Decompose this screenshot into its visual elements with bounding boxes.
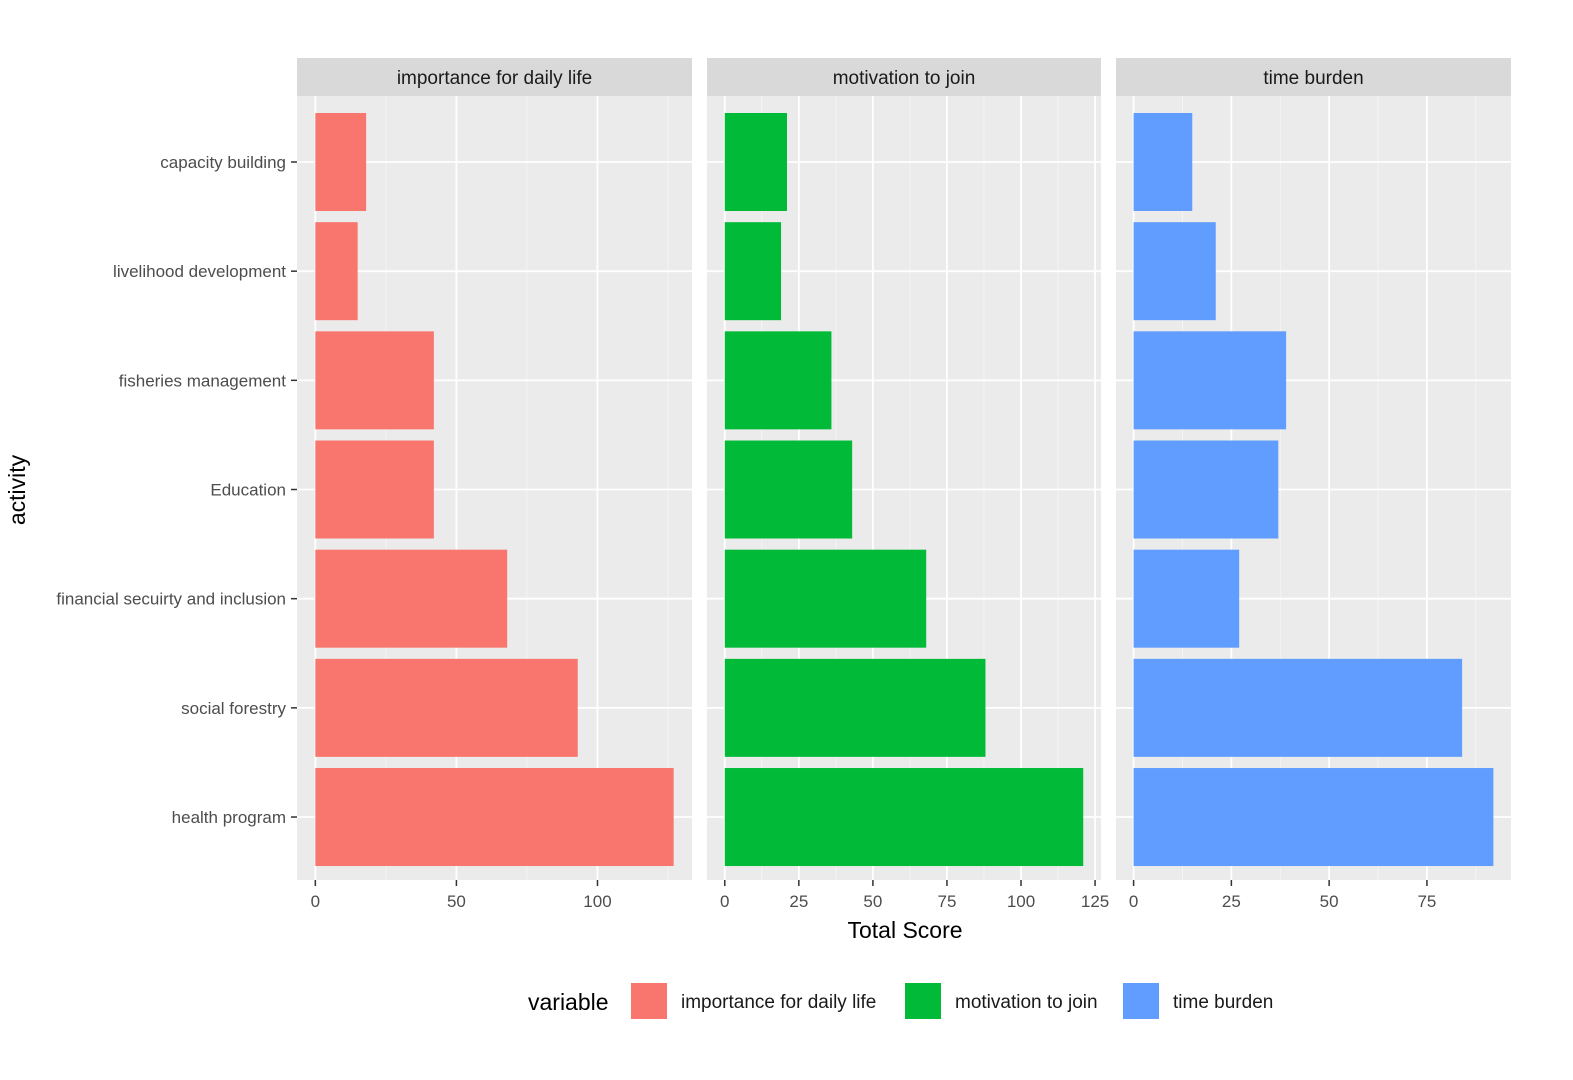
y-tick-label: livelihood development: [113, 262, 286, 281]
x-tick-label: 100: [583, 892, 611, 911]
bar: [1133, 331, 1287, 430]
legend-title: variable: [528, 989, 609, 1015]
legend-label: importance for daily life: [681, 992, 876, 1013]
bar: [724, 113, 787, 211]
bar: [315, 549, 508, 648]
y-axis-title: activity: [4, 454, 30, 525]
y-tick-label: social forestry: [181, 699, 286, 718]
bar: [724, 658, 986, 757]
x-tick-label: 0: [1129, 892, 1138, 911]
x-tick-label: 25: [789, 892, 808, 911]
legend: variable importance for daily life motiva…: [528, 983, 1273, 1019]
facet-strip-label: motivation to join: [833, 68, 976, 89]
y-tick-label: capacity building: [160, 153, 286, 172]
bar: [315, 768, 674, 867]
x-tick-label: 75: [937, 892, 956, 911]
bar: [315, 222, 358, 321]
facet-strip-label: time burden: [1263, 68, 1363, 89]
x-tick-label: 50: [1320, 892, 1339, 911]
facet-strip: [297, 58, 692, 96]
bar: [724, 222, 782, 321]
y-tick-label: fisheries management: [119, 371, 287, 390]
x-tick-label: 25: [1222, 892, 1241, 911]
x-tick-label: 75: [1417, 892, 1436, 911]
x-tick-label: 100: [1007, 892, 1035, 911]
facet-panel: time burden 0 25 50 75: [1116, 58, 1511, 911]
x-tick-label: 125: [1081, 892, 1109, 911]
bar: [724, 440, 853, 539]
bar: [1133, 222, 1216, 321]
legend-swatch: [905, 983, 941, 1019]
legend-item: motivation to join: [905, 983, 1098, 1019]
legend-swatch: [1123, 983, 1159, 1019]
x-tick-label: 0: [720, 892, 729, 911]
legend-item: time burden: [1123, 983, 1273, 1019]
legend-item: importance for daily life: [631, 983, 876, 1019]
bar: [1133, 768, 1494, 867]
bar: [724, 549, 927, 648]
legend-label: time burden: [1173, 992, 1273, 1013]
y-axis: capacity building livelihood development f…: [56, 153, 297, 827]
bar: [1133, 113, 1193, 211]
bar: [1133, 658, 1463, 757]
bar: [315, 440, 434, 539]
facet-panel: motivation to join 0 25 50 75 100 125: [707, 58, 1109, 911]
x-tick-label: 50: [863, 892, 882, 911]
bar: [724, 331, 832, 430]
facet-strip: [1116, 58, 1511, 96]
y-tick-label: financial secuirty and inclusion: [56, 590, 286, 609]
x-axis-title: Total Score: [847, 917, 962, 943]
legend-label: motivation to join: [955, 992, 1098, 1013]
bar: [1133, 549, 1240, 648]
y-tick-label: Education: [210, 481, 286, 500]
bar: [1133, 440, 1279, 539]
x-tick-label: 50: [447, 892, 466, 911]
legend-swatch: [631, 983, 667, 1019]
facet-strip: [707, 58, 1101, 96]
bar: [724, 768, 1084, 867]
y-tick-label: health program: [172, 808, 286, 827]
bar: [315, 658, 578, 757]
facet-panel: importance for daily life 0 50 100: [297, 58, 692, 911]
bar: [315, 113, 367, 211]
x-tick-label: 0: [311, 892, 320, 911]
bar: [315, 331, 434, 430]
facet-strip-label: importance for daily life: [397, 68, 592, 89]
